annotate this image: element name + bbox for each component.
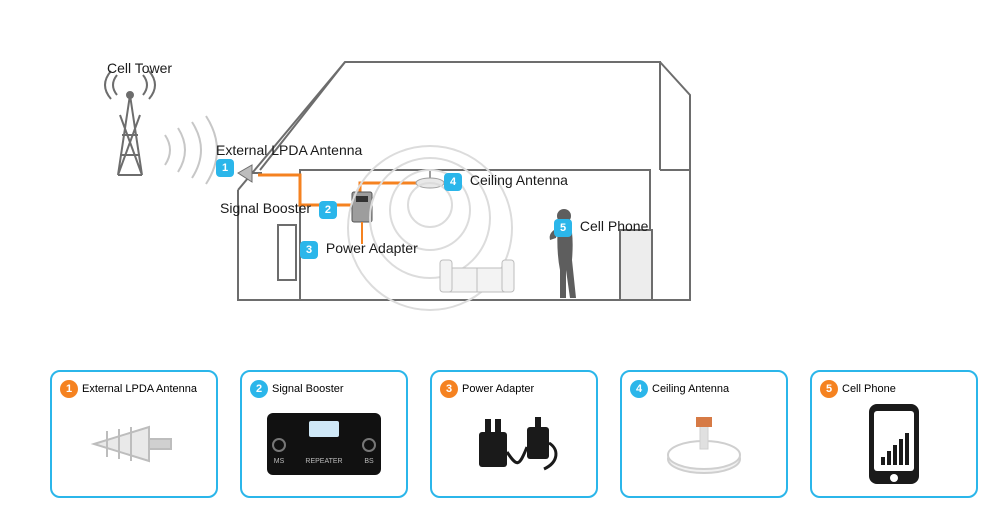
system-diagram: Cell Tower External LPDA Antenna 1 Signa…	[0, 0, 987, 360]
legend-row: 1 External LPDA Antenna 2 Signal Booster	[50, 370, 978, 498]
legend-icon-ceiling	[630, 398, 778, 490]
cell-tower-icon	[105, 71, 155, 175]
sofa-icon	[440, 260, 514, 292]
legend-number-badge: 4	[630, 380, 648, 398]
legend-card-booster: 2 Signal Booster REPEATER MS BS	[240, 370, 408, 498]
legend-number-badge: 1	[60, 380, 78, 398]
legend-head: 1 External LPDA Antenna	[60, 380, 208, 398]
legend-card-ceiling: 4 Ceiling Antenna	[620, 370, 788, 498]
badge-1: 1	[216, 159, 234, 177]
legend-card-phone: 5 Cell Phone	[810, 370, 978, 498]
badge-4: 4	[444, 173, 462, 191]
external-antenna-text: External LPDA Antenna	[216, 142, 362, 158]
label-signal-booster: Signal Booster 2	[220, 200, 341, 219]
legend-card-adapter: 3 Power Adapter	[430, 370, 598, 498]
svg-text:BS: BS	[364, 458, 374, 465]
legend-number-badge: 2	[250, 380, 268, 398]
legend-number-badge: 3	[440, 380, 458, 398]
legend-label: Signal Booster	[272, 383, 344, 395]
legend-label: Cell Phone	[842, 383, 896, 395]
svg-text:MS: MS	[274, 458, 285, 465]
legend-icon-booster: REPEATER MS BS	[250, 398, 398, 490]
legend-head: 2 Signal Booster	[250, 380, 398, 398]
legend-icon-adapter	[440, 398, 588, 490]
ceiling-antenna-text: Ceiling Antenna	[470, 172, 568, 188]
legend-card-lpda: 1 External LPDA Antenna	[50, 370, 218, 498]
legend-head: 5 Cell Phone	[820, 380, 968, 398]
legend-head: 4 Ceiling Antenna	[630, 380, 778, 398]
legend-icon-phone	[820, 398, 968, 490]
legend-label: External LPDA Antenna	[82, 383, 197, 395]
cell-phone-text: Cell Phone	[580, 218, 649, 234]
label-power-adapter: 3 Power Adapter	[300, 240, 418, 259]
badge-5: 5	[554, 219, 572, 237]
signal-waves-outdoor	[165, 116, 217, 184]
label-cell-phone: 5 Cell Phone	[554, 218, 648, 237]
legend-number-badge: 5	[820, 380, 838, 398]
badge-3: 3	[300, 241, 318, 259]
legend-label: Power Adapter	[462, 383, 534, 395]
label-external-antenna: External LPDA Antenna 1	[216, 142, 362, 177]
svg-text:REPEATER: REPEATER	[305, 458, 342, 465]
label-cell-tower: Cell Tower	[107, 60, 172, 76]
power-adapter-text: Power Adapter	[326, 240, 418, 256]
cell-tower-text: Cell Tower	[107, 60, 172, 76]
legend-icon-lpda	[60, 398, 208, 490]
legend-head: 3 Power Adapter	[440, 380, 588, 398]
signal-booster-text: Signal Booster	[220, 200, 311, 216]
legend-label: Ceiling Antenna	[652, 383, 729, 395]
label-ceiling-antenna: 4 Ceiling Antenna	[444, 172, 568, 191]
badge-2: 2	[319, 201, 337, 219]
